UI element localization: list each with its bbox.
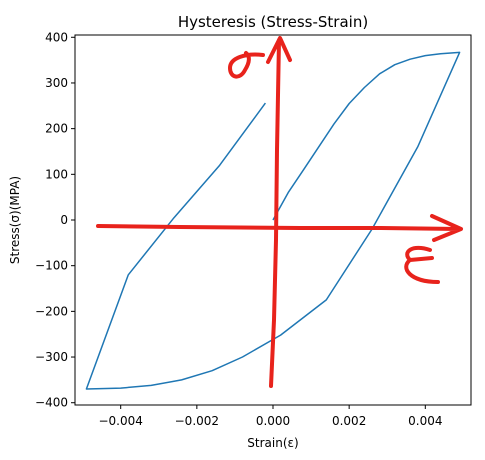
x-tick-label: −0.002 <box>175 414 219 428</box>
annotation-layer <box>96 36 463 388</box>
y-tick-label: −200 <box>35 304 68 318</box>
y-tick-label: −100 <box>35 259 68 273</box>
y-tick-label: 100 <box>45 167 68 181</box>
annotation-horizontal-axis-arrow <box>96 214 463 242</box>
y-tick-label: −300 <box>35 350 68 364</box>
chart-title: Hysteresis (Stress-Strain) <box>178 13 368 31</box>
x-axis-ticks: −0.004 −0.002 0.000 0.002 0.004 <box>98 405 442 428</box>
x-tick-label: −0.004 <box>98 414 142 428</box>
x-tick-label: 0.000 <box>256 414 290 428</box>
x-tick-label: 0.004 <box>408 414 442 428</box>
annotation-epsilon-drawing <box>404 245 440 284</box>
hysteresis-series-line <box>85 51 461 390</box>
annotation-sigma-drawing <box>228 51 265 79</box>
series-layer <box>85 51 461 390</box>
y-tick-label: −400 <box>35 396 68 410</box>
y-tick-label: 300 <box>45 76 68 90</box>
y-axis-ticks: −400 −300 −200 −100 0 100 200 300 400 <box>35 30 75 410</box>
y-tick-label: 400 <box>45 30 68 44</box>
watermark: CSDN @程序菜鸟一只 <box>328 432 470 448</box>
y-axis-label: Stress(σ)(MPA) <box>8 176 22 264</box>
annotation-vertical-axis-arrow <box>266 36 292 388</box>
x-tick-label: 0.002 <box>332 414 366 428</box>
x-axis-label: Strain(ε) <box>247 436 298 450</box>
y-tick-label: 0 <box>60 213 68 227</box>
y-tick-label: 200 <box>45 122 68 136</box>
